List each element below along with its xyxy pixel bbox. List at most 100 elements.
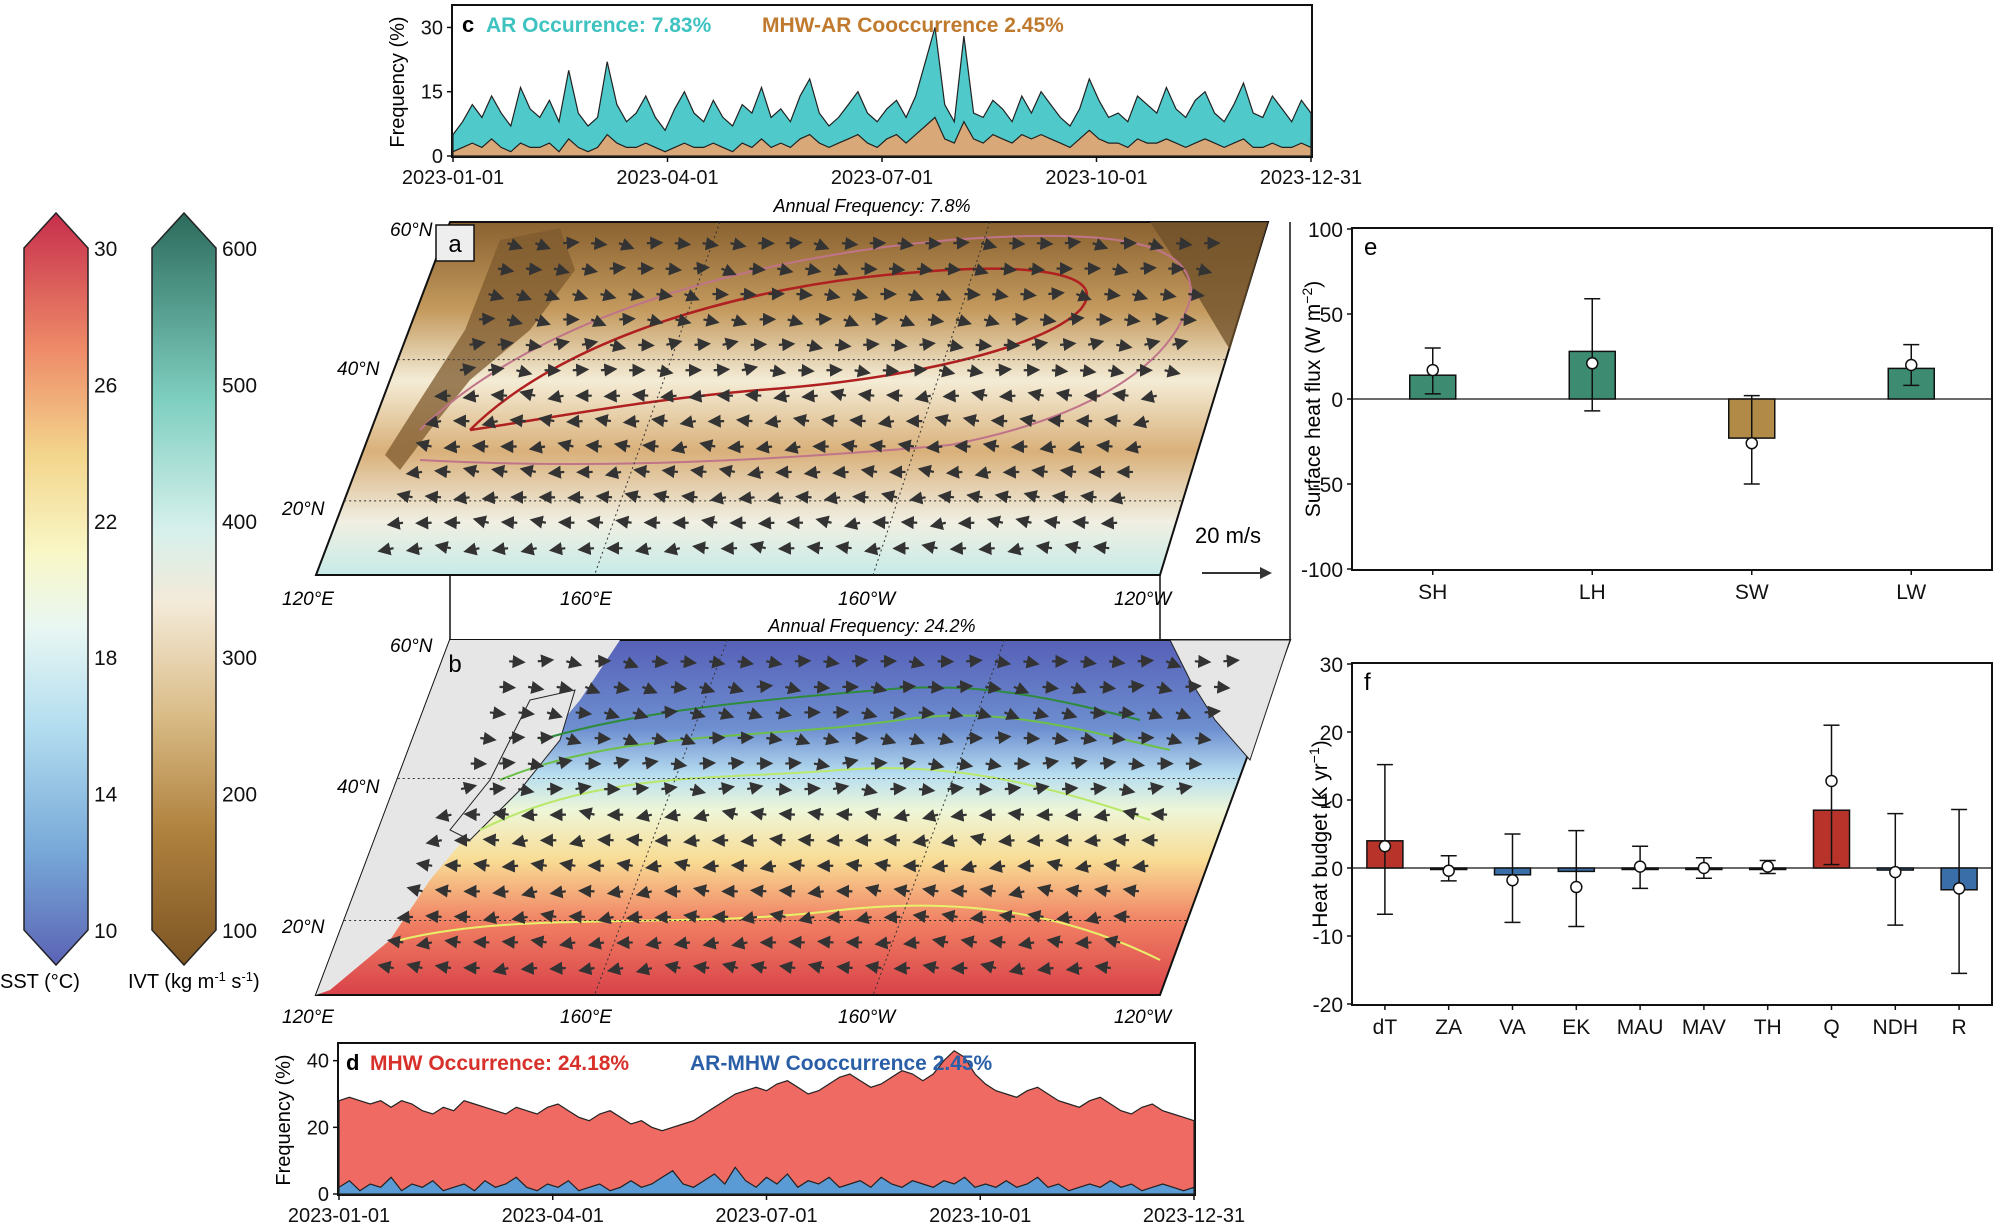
- wind-arrow: [1165, 656, 1182, 669]
- wind-arrow: [681, 490, 698, 504]
- wind-arrow: [556, 680, 574, 694]
- panel-a-lat-60n: 60°N: [390, 220, 433, 241]
- wind-arrow: [813, 757, 831, 771]
- wind-arrow: [501, 859, 519, 873]
- wind-arrow: [843, 517, 861, 530]
- wind-arrow: [909, 491, 926, 505]
- panel-d-ylabel: Frequency (%): [273, 1054, 295, 1185]
- wind-arrow: [434, 960, 452, 975]
- panel-a-lon-120e: 120°E: [282, 589, 334, 610]
- mean-dot-MAU: [1633, 860, 1647, 873]
- wind-arrow: [869, 439, 886, 453]
- wind-arrow: [702, 859, 719, 873]
- wind-arrow: [603, 707, 621, 720]
- wind-arrow: [1194, 654, 1212, 669]
- ytick-label: -50: [1313, 474, 1343, 497]
- wind-arrow: [489, 706, 507, 720]
- wind-arrow: [1023, 490, 1040, 503]
- wind-arrow: [918, 782, 936, 797]
- wind-arrow: [1111, 388, 1129, 402]
- xtick-label-SH: SH: [1418, 581, 1447, 604]
- wind-arrow: [1019, 414, 1036, 428]
- wind-arrow: [623, 656, 639, 669]
- sst-colorbar-ticks: 10 14 18 22 26 30: [94, 238, 118, 943]
- wind-arrow: [1075, 289, 1092, 302]
- wind-arrow: [1040, 313, 1057, 327]
- xtick-label: 2023-04-01: [616, 167, 718, 189]
- ytick-label: 20: [1320, 722, 1343, 745]
- wind-arrow: [721, 263, 737, 276]
- wind-arrow: [651, 655, 669, 669]
- wind-arrow: [727, 440, 744, 454]
- wind-arrow: [851, 654, 869, 668]
- wind-arrow: [998, 389, 1016, 403]
- wind-arrow: [841, 236, 859, 251]
- wind-arrow: [1152, 312, 1169, 326]
- wind-arrow: [928, 680, 945, 694]
- wind-arrow: [849, 414, 866, 428]
- wind-arrow: [1124, 313, 1141, 327]
- wind-arrow: [520, 961, 538, 975]
- xtick-label-MAU: MAU: [1617, 1016, 1664, 1039]
- wind-arrow: [481, 415, 498, 429]
- wind-arrow: [807, 960, 825, 974]
- wind-arrow: [835, 541, 852, 555]
- wind-arrow: [396, 490, 413, 504]
- panel-a-lat-20n: 20°N: [281, 499, 325, 520]
- panel-c-legend-ar: AR Occurrence: 7.83%: [486, 14, 712, 37]
- wind-arrow: [509, 654, 526, 669]
- wind-arrow: [890, 782, 907, 796]
- mean-dot-ZA: [1442, 864, 1455, 877]
- panel-a-lon-160e: 160°E: [560, 589, 612, 610]
- xtick-label-EK: EK: [1562, 1016, 1590, 1039]
- wind-arrow: [433, 465, 451, 479]
- panel-b-letter: b: [448, 651, 461, 678]
- wind-arrow: [941, 909, 958, 923]
- wind-arrow: [1137, 654, 1155, 668]
- wind-arrow: [516, 364, 533, 378]
- wind-arrow: [1036, 961, 1054, 975]
- panel-d-mhw-frequency: d MHW Occurrence: 24.18% AR-MHW Cooccurr…: [273, 1042, 1245, 1227]
- wind-arrow: [1033, 782, 1050, 796]
- wind-arrow: [699, 681, 716, 695]
- wind-arrow: [688, 389, 705, 403]
- wind-arrow: [749, 807, 767, 821]
- wind-arrow: [796, 287, 814, 301]
- wind-arrow: [609, 339, 627, 353]
- wind-arrow: [1032, 706, 1050, 720]
- wind-arrow: [937, 732, 954, 746]
- wind-arrow: [721, 960, 739, 974]
- wind-arrow: [606, 885, 624, 899]
- wind-arrow: [405, 465, 423, 479]
- panel-c-letter: c: [462, 12, 474, 37]
- wind-arrow: [529, 515, 547, 529]
- wind-arrow: [1112, 263, 1129, 276]
- wind-arrow: [870, 681, 888, 695]
- wind-arrow: [759, 859, 777, 873]
- wind-arrow: [444, 935, 461, 949]
- wind-arrow: [1118, 706, 1136, 720]
- panel-c-xticks: 2023-01-01 2023-04-01 2023-07-01 2023-10-01…: [402, 156, 1362, 189]
- wind-arrow: [801, 389, 818, 403]
- xtick-label: 2023-01-01: [288, 1205, 390, 1227]
- wind-arrow: [874, 936, 891, 950]
- panel-b-lon-160e: 160°E: [560, 1007, 612, 1028]
- xtick-label-ZA: ZA: [1435, 1016, 1462, 1039]
- wind-arrow: [935, 289, 952, 302]
- colorbar-tick-label: 100: [222, 920, 257, 943]
- wind-arrow: [851, 490, 869, 504]
- wind-arrow: [938, 364, 956, 378]
- wind-arrow: [836, 961, 853, 975]
- wind-arrow: [600, 363, 618, 377]
- wind-arrow: [1094, 961, 1111, 975]
- wind-arrow: [578, 962, 595, 976]
- wind-arrow: [501, 935, 519, 949]
- wind-arrow: [921, 541, 938, 554]
- wind-arrow: [1007, 542, 1024, 556]
- xtick-label-LH: LH: [1579, 581, 1606, 604]
- wind-arrow: [864, 960, 882, 974]
- wind-arrow: [979, 884, 996, 898]
- wind-arrow: [415, 936, 433, 950]
- wind-arrow: [1113, 910, 1130, 924]
- wind-arrow: [527, 680, 545, 694]
